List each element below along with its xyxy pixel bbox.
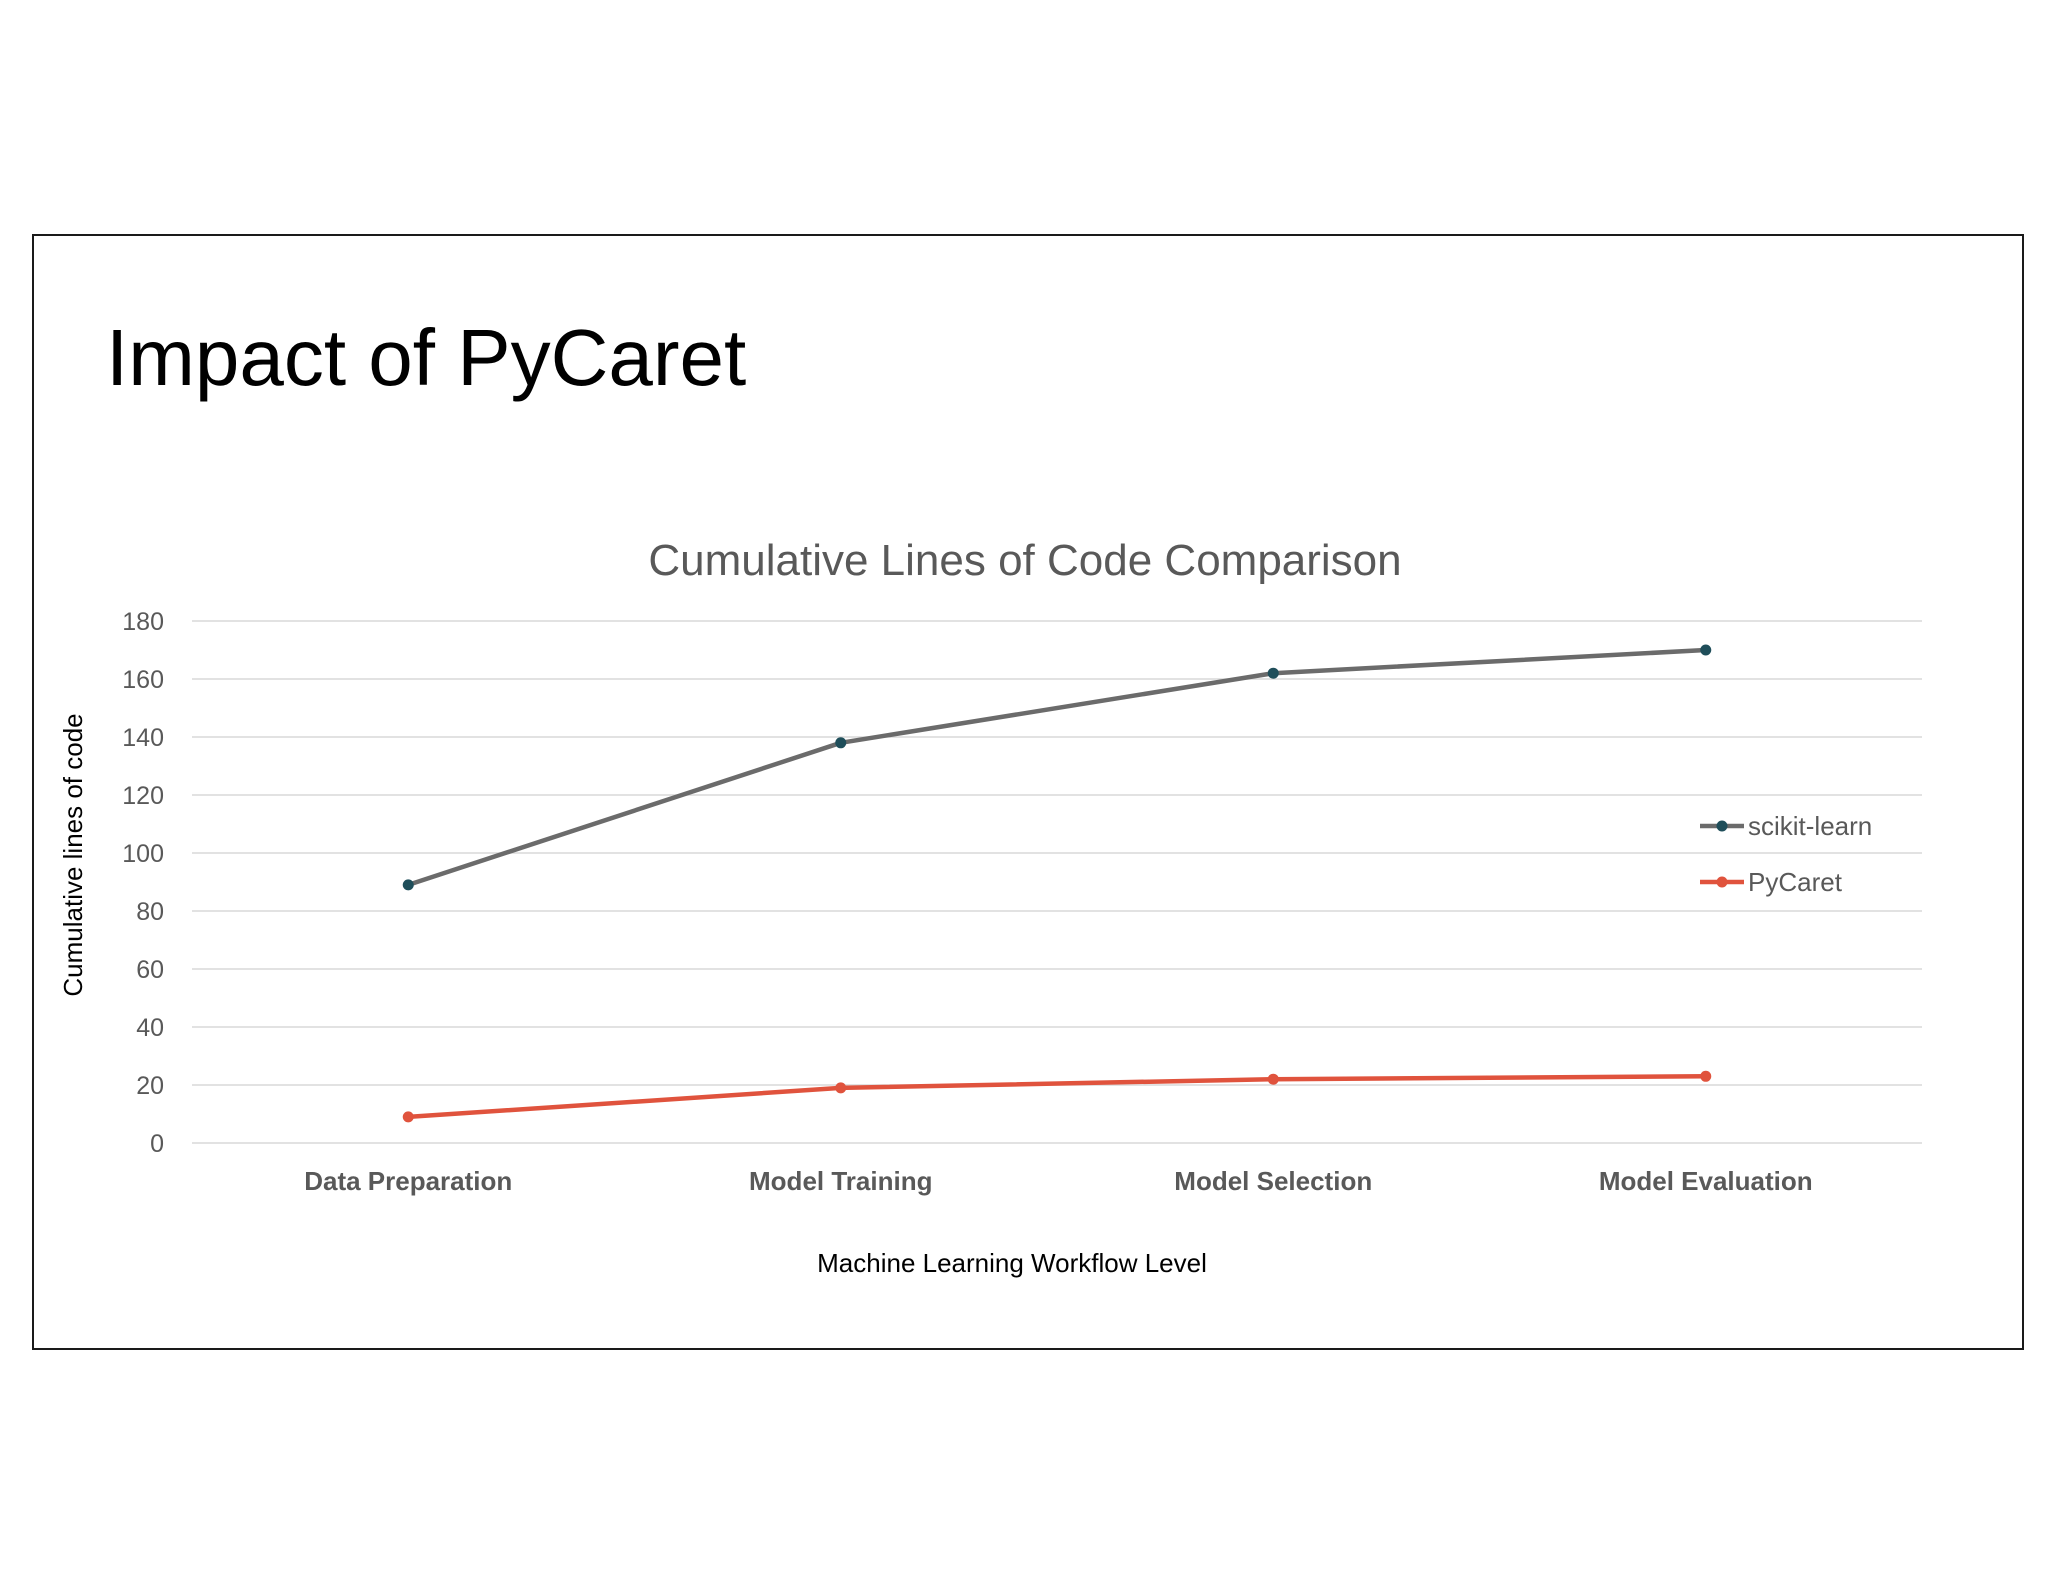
data-point: [1267, 1073, 1279, 1085]
y-tick-label: 60: [136, 956, 164, 984]
data-point: [402, 879, 414, 891]
y-tick-label: 100: [122, 840, 164, 868]
y-axis-title: Cumulative lines of code: [58, 713, 88, 996]
y-tick-label: 140: [122, 724, 164, 752]
y-tick-labels: 0 20 40 60 80 100 120 140 160 180: [122, 608, 164, 1158]
x-category-label: Data Preparation: [304, 1166, 512, 1196]
y-tick-label: 0: [150, 1130, 164, 1158]
x-category-labels: Data Preparation Model Training Model Sele…: [304, 1166, 1812, 1196]
y-tick-label: 160: [122, 666, 164, 694]
series-lines: [402, 644, 1712, 1123]
x-category-label: Model Evaluation: [1599, 1166, 1813, 1196]
legend-swatch-marker: [1716, 876, 1728, 888]
chart-title: Cumulative Lines of Code Comparison: [648, 536, 1401, 585]
series-line: [406, 1074, 1708, 1120]
y-tick-label: 120: [122, 782, 164, 810]
data-point: [835, 737, 847, 749]
data-point: [1700, 1070, 1712, 1082]
x-category-label: Model Selection: [1174, 1166, 1372, 1196]
data-point: [402, 1111, 414, 1123]
data-point: [1267, 667, 1279, 679]
series-line: [406, 647, 1708, 888]
x-category-label: Model Training: [749, 1166, 932, 1196]
x-axis-title: Machine Learning Workflow Level: [817, 1248, 1207, 1278]
legend-label: PyCaret: [1748, 867, 1843, 897]
y-tick-label: 180: [122, 608, 164, 636]
legend-label: scikit-learn: [1748, 811, 1872, 841]
y-tick-label: 40: [136, 1014, 164, 1042]
data-point: [1700, 644, 1712, 656]
slide-frame: [32, 234, 2024, 1350]
y-tick-label: 80: [136, 898, 164, 926]
y-tick-label: 20: [136, 1072, 164, 1100]
slide-title: Impact of PyCaret: [106, 313, 747, 402]
legend: scikit-learn PyCaret: [1700, 811, 1872, 897]
data-point: [835, 1082, 847, 1094]
grid-lines: [192, 620, 1922, 1144]
legend-swatch-marker: [1716, 820, 1728, 832]
